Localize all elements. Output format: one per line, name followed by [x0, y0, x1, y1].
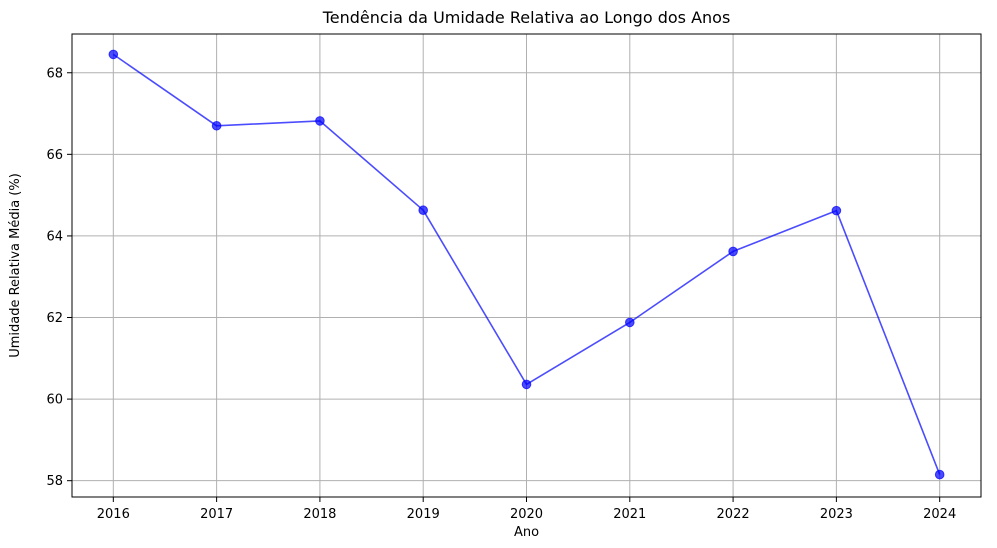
- x-tick-label: 2019: [407, 507, 440, 522]
- plot-frame: [71, 33, 982, 498]
- y-tick-label: 64: [46, 229, 63, 244]
- x-tick-label: 2024: [923, 507, 956, 522]
- x-axis-label: Ano: [514, 525, 539, 540]
- x-tick-label: 2020: [510, 507, 543, 522]
- data-point: [624, 317, 635, 328]
- chart-title: Tendência da Umidade Relativa ao Longo d…: [322, 8, 731, 27]
- data-point: [521, 379, 532, 390]
- series: [108, 49, 945, 480]
- x-tick-label: 2022: [717, 507, 750, 522]
- x-tick-label: 2023: [820, 507, 853, 522]
- x-tick-label: 2017: [200, 507, 233, 522]
- x-tick-label: 2016: [97, 507, 130, 522]
- x-tick-label: 2021: [613, 507, 646, 522]
- data-point: [418, 205, 429, 216]
- y-axis-label: Umidade Relativa Média (%): [8, 173, 23, 358]
- y-tick-label: 62: [46, 311, 63, 326]
- data-point: [211, 120, 222, 131]
- data-point: [728, 246, 738, 257]
- data-point: [315, 116, 325, 126]
- data-point: [831, 205, 842, 216]
- x-tick-label: 2018: [303, 507, 336, 522]
- y-tick-label: 58: [46, 474, 63, 489]
- grid: [72, 34, 981, 497]
- axis-ticks: 2016 2017 2018 2019 2020 2021 2022 2023 2024 58 60…: [46, 66, 956, 522]
- data-point: [934, 469, 945, 480]
- y-tick-label: 60: [46, 393, 63, 408]
- y-tick-label: 66: [46, 148, 63, 163]
- data-point: [108, 49, 119, 60]
- y-tick-label: 68: [46, 66, 63, 81]
